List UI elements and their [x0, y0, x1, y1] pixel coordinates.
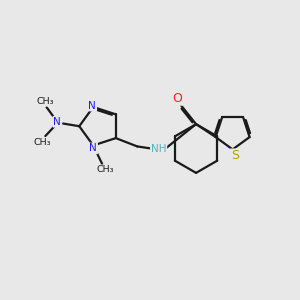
Text: S: S [231, 149, 239, 162]
Text: N: N [88, 100, 96, 110]
Text: NH: NH [151, 144, 167, 154]
Text: CH₃: CH₃ [36, 97, 54, 106]
Text: N: N [53, 117, 61, 127]
Text: CH₃: CH₃ [97, 165, 115, 174]
Text: N: N [89, 143, 97, 153]
Text: O: O [173, 92, 183, 105]
Text: CH₃: CH₃ [33, 138, 51, 147]
